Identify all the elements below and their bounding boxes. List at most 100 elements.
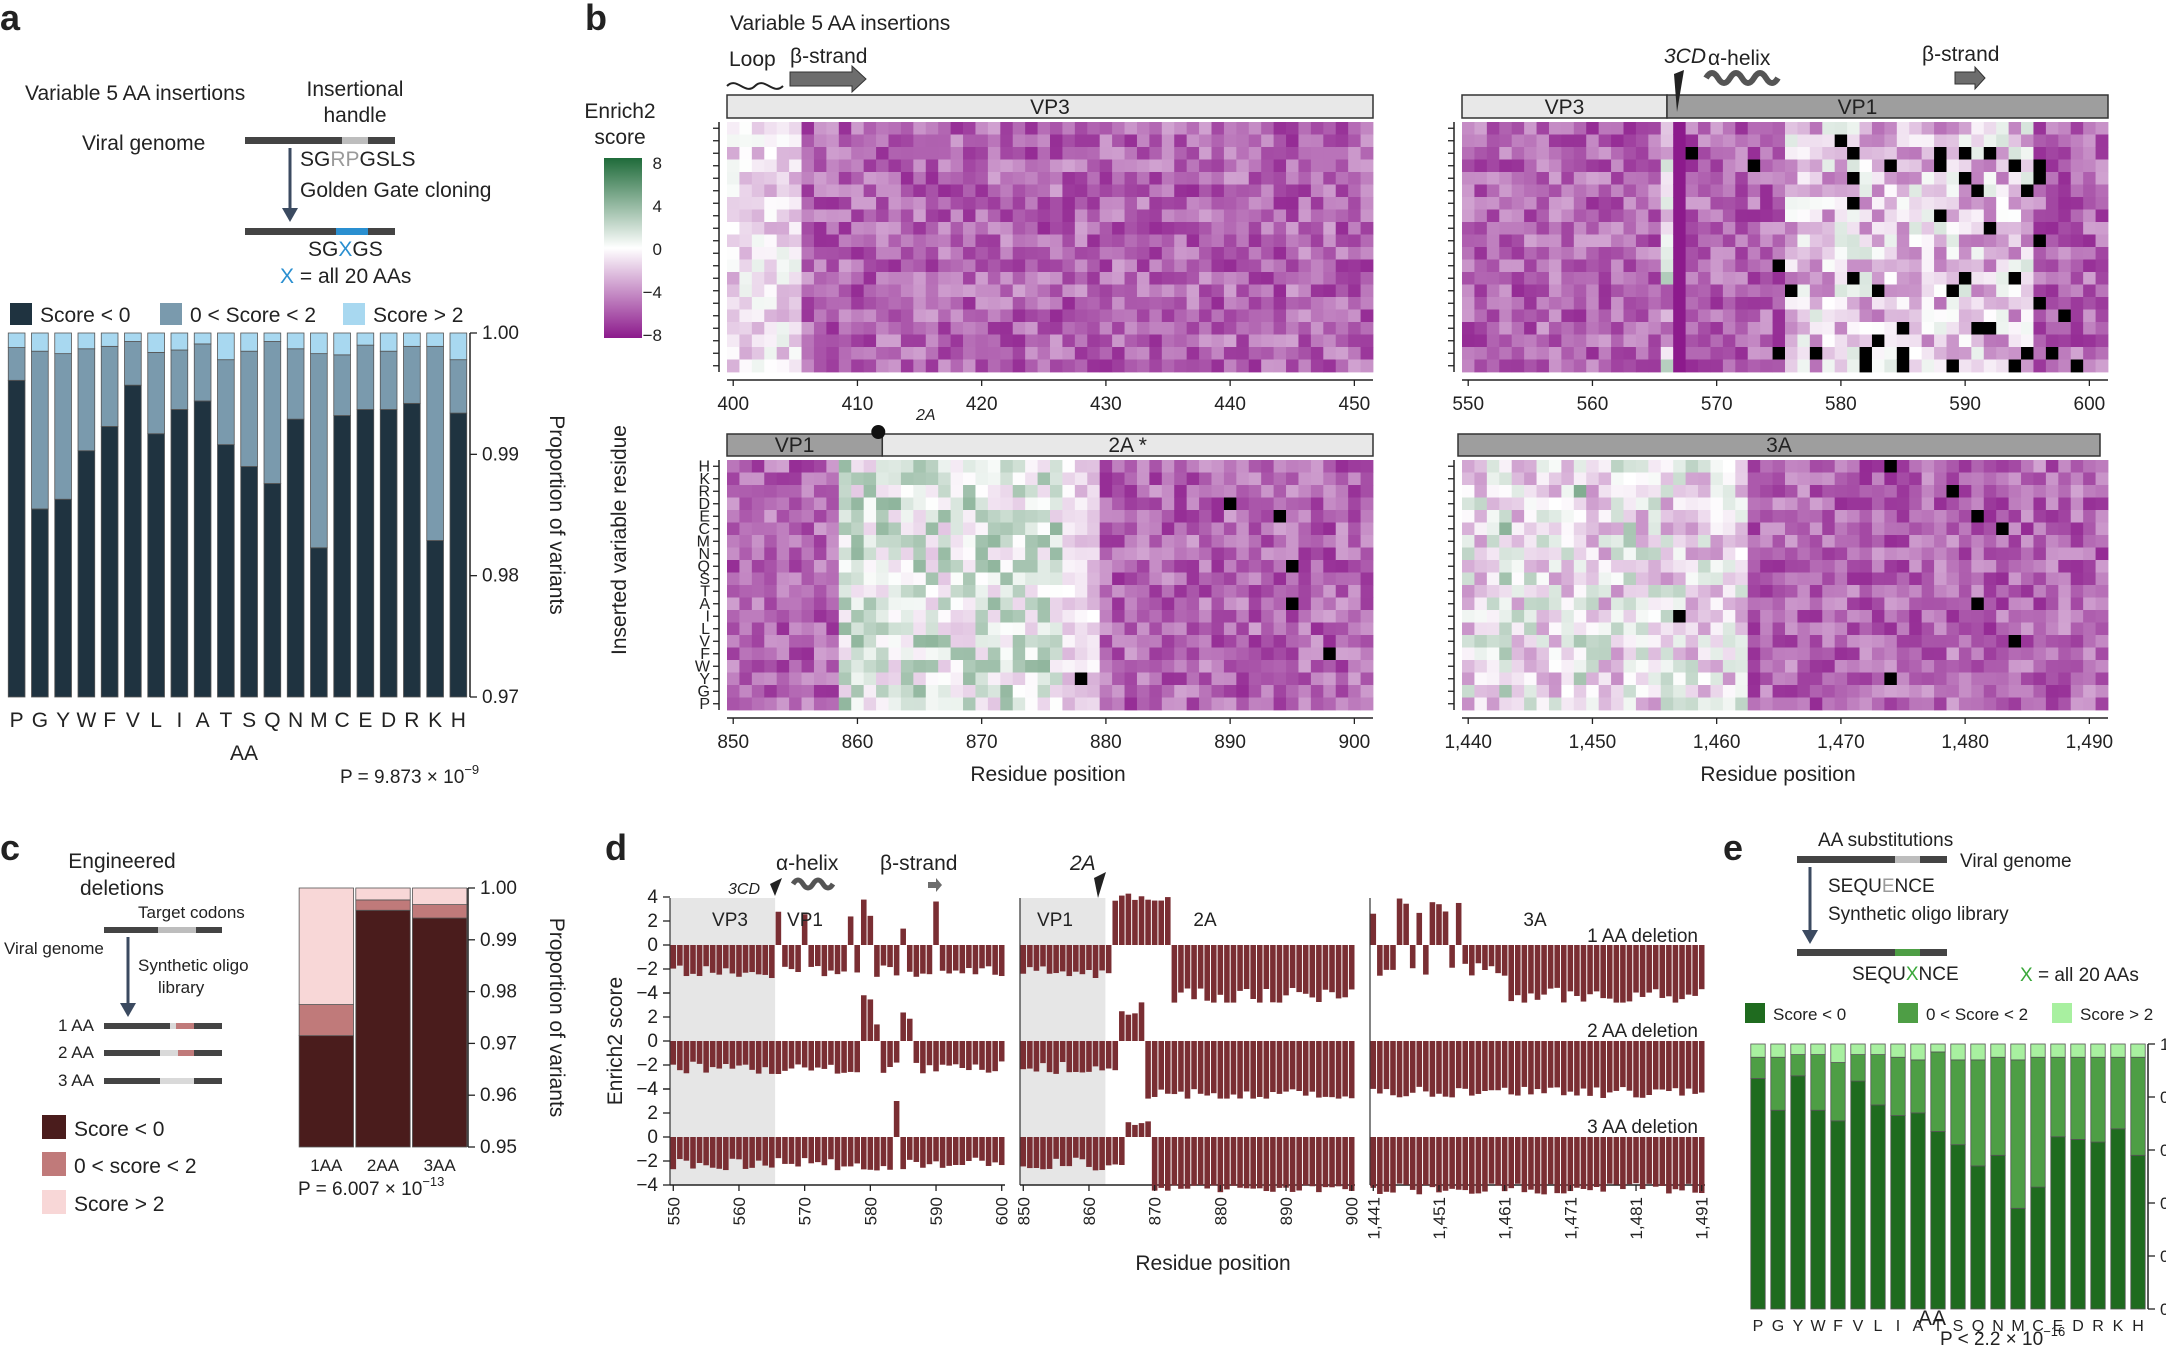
panel-b-cell-0-407-L — [813, 284, 827, 298]
panel-b-cell-3-1454-V — [1635, 635, 1649, 648]
panel-b-cell-2-891-H — [1236, 460, 1250, 473]
panel-b-cell-2-887-P — [1186, 697, 1200, 711]
panel-b-cell-1-563-W — [1623, 322, 1637, 335]
panel-b-cell-1-601-K — [2095, 134, 2109, 148]
panel-a-xtick-I: I — [176, 709, 182, 732]
panel-b-cell-0-442-L — [1248, 284, 1262, 298]
panel-b-cell-3-1480-F — [1958, 647, 1972, 661]
panel-b-cell-0-428-S — [1074, 234, 1088, 248]
panel-b-cell-1-562-K — [1611, 134, 1624, 148]
panel-b-cell-3-1490-K — [2083, 472, 2096, 486]
panel-b-cell-1-552-G — [1486, 347, 1500, 360]
panel-b-cell-0-443-R — [1261, 147, 1275, 160]
panel-b-cell-3-1491-G — [2095, 685, 2109, 698]
panel-b-cell-2-866-T — [925, 585, 939, 598]
panel-b-cell-3-1481-Y — [1971, 672, 1985, 686]
panel-b-cell-2-889-Q — [1211, 560, 1225, 573]
panel-d-bar-1-2-883 — [1237, 1137, 1243, 1188]
panel-b-cell-0-401-L — [739, 284, 753, 298]
panel-b-cell-1-595-S — [2021, 234, 2034, 248]
panel-b-cell-1-574-N — [1760, 209, 1773, 223]
panel-b-cell-0-443-L — [1261, 284, 1275, 298]
panel-b-cell-2-877-Q — [1062, 560, 1076, 573]
panel-b-cell-0-423-V — [1012, 297, 1026, 310]
panel-b-cell-1-570-E — [1710, 172, 1724, 185]
panel-b-cell-1-565-Q — [1648, 222, 1662, 235]
panel-b-cell-0-407-F — [813, 309, 827, 323]
panel-b-cell-1-577-K — [1797, 134, 1811, 148]
panel-d-bar-1-1-855 — [1053, 1041, 1059, 1074]
panel-b-cell-3-1485-I — [2021, 610, 2034, 623]
panel-a-xtick-P: P — [10, 709, 24, 732]
panel-b-cell-2-867-T — [938, 585, 952, 598]
panel-d-bar-0-2-558 — [723, 1137, 729, 1171]
panel-b-cell-3-1464-C — [1760, 522, 1773, 536]
panel-b-cell-3-1463-W — [1747, 660, 1761, 673]
panel-b-cell-3-1474-G — [1884, 685, 1898, 698]
panel-b-cell-2-864-P — [900, 697, 914, 711]
panel-d-bar-1-0-855 — [1053, 945, 1059, 974]
panel-a-ytick-2: 0.98 — [482, 566, 519, 587]
panel-b-cell-2-855-Y — [789, 672, 802, 686]
panel-b-cell-0-424-N — [1025, 209, 1038, 223]
panel-d-bar-0-0-591 — [939, 945, 946, 971]
panel-b-cell-0-430-P — [1099, 359, 1113, 373]
panel-b-cell-3-1482-F — [1983, 647, 1997, 661]
panel-d-bar-1-2-863 — [1105, 1137, 1112, 1166]
panel-b-cell-0-446-G — [1298, 347, 1312, 360]
panel-b-cell-1-586-L — [1909, 284, 1923, 298]
panel-b-cell-3-1444-K — [1511, 472, 1525, 486]
panel-b-cell-3-1486-N — [2033, 547, 2047, 561]
panel-b-cell-2-888-A — [1199, 597, 1212, 611]
panel-b-cell-3-1480-A — [1958, 597, 1972, 611]
panel-b-cell-1-599-Q — [2070, 222, 2084, 235]
panel-b-cell-2-879-Q — [1087, 560, 1101, 573]
panel-b-cell-2-850-S — [727, 572, 740, 586]
panel-b-cell-0-428-L — [1074, 284, 1088, 298]
panel-b-cell-0-422-P — [1000, 359, 1014, 373]
panel-b-cell-0-438-E — [1199, 172, 1212, 185]
panel-b-cell-3-1470-L — [1834, 622, 1848, 636]
panel-b-cell-0-410-D — [851, 159, 865, 173]
panel-b-cell-0-404-A — [776, 259, 790, 273]
panel-b-cell-1-572-S — [1735, 234, 1749, 248]
panel-b-cell-3-1469-N — [1822, 547, 1836, 561]
panel-b-cell-0-436-L — [1174, 284, 1188, 298]
panel-b-cell-3-1460-I — [1710, 610, 1724, 623]
panel-b-cell-3-1474-F — [1884, 647, 1898, 661]
panel-b-cell-0-443-I — [1261, 272, 1275, 285]
panel-b-cell-3-1453-F — [1623, 647, 1637, 661]
panel-a-insert-seq-a: SG — [308, 238, 338, 261]
panel-b-cell-1-595-R — [2021, 147, 2034, 160]
panel-b-cell-1-599-E — [2070, 172, 2084, 185]
panel-b-cell-1-567-F — [1673, 309, 1687, 323]
panel-b-cell-1-555-F — [1524, 309, 1537, 323]
panel-b-cell-3-1455-T — [1648, 585, 1662, 598]
panel-b-cell-1-587-W — [1921, 322, 1935, 335]
panel-d-bar-1-1-896 — [1322, 1041, 1329, 1097]
panel-b-cell-2-872-T — [1000, 585, 1014, 598]
panel-b-cell-1-557-K — [1548, 134, 1562, 148]
panel-b-cell-0-401-M — [739, 197, 753, 210]
panel-b-cell-3-1454-C — [1635, 522, 1649, 536]
panel-b-cell-2-888-C — [1199, 522, 1212, 536]
panel-a-bar-I-seg-0 — [170, 409, 189, 698]
panel-b-cell-2-855-S — [789, 572, 802, 586]
panel-b-cell-0-448-M — [1323, 197, 1337, 210]
panel-b-cell-2-865-H — [913, 460, 927, 473]
panel-b-cell-1-599-K — [2070, 134, 2084, 148]
panel-b-cell-0-419-G — [963, 347, 976, 360]
panel-b-cell-2-896-W — [1298, 660, 1312, 673]
panel-b-cell-0-429-D — [1087, 159, 1101, 173]
panel-b-cell-2-883-F — [1136, 647, 1150, 661]
panel-b-cell-3-1479-S — [1946, 572, 1960, 586]
panel-b-cell-0-432-M — [1124, 197, 1138, 210]
panel-b-cell-3-1470-M — [1834, 535, 1848, 548]
panel-b-cell-0-434-C — [1149, 184, 1163, 198]
panel-b-cell-2-854-S — [776, 572, 790, 586]
panel-b-cell-2-878-T — [1074, 585, 1088, 598]
panel-b-cell-3-1456-G — [1660, 685, 1674, 698]
panel-d-bar-2-2-1451 — [1436, 1137, 1442, 1193]
panel-b-cell-2-859-V — [838, 635, 852, 648]
